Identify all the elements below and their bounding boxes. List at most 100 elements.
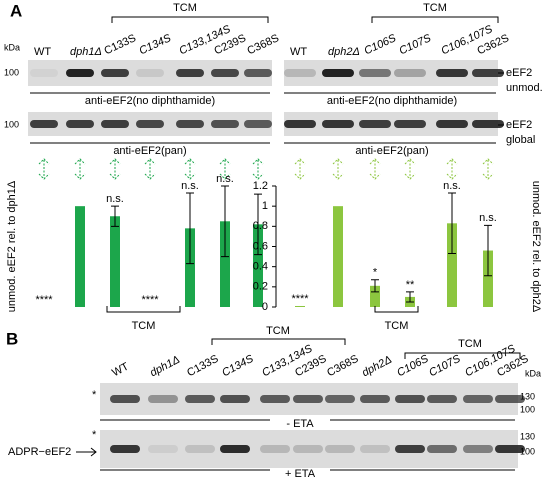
band bbox=[136, 69, 164, 77]
band bbox=[463, 395, 493, 403]
condition-label: + ETA bbox=[285, 468, 316, 480]
tcm-label: TCM bbox=[458, 338, 482, 350]
band bbox=[211, 69, 239, 77]
band bbox=[136, 120, 164, 128]
error-bar bbox=[371, 279, 379, 293]
antibody-label: anti-eEF2(pan) bbox=[113, 145, 186, 157]
lane-label: C107S bbox=[427, 353, 463, 380]
band bbox=[394, 69, 426, 77]
significance: **** bbox=[141, 294, 159, 306]
band bbox=[101, 120, 129, 128]
lane-label: C133S bbox=[102, 32, 138, 57]
arrow-deco bbox=[294, 158, 306, 180]
bar bbox=[333, 206, 343, 307]
error-bar bbox=[406, 291, 414, 303]
lane-label: C134S bbox=[137, 32, 173, 57]
error-bar bbox=[111, 205, 119, 227]
lane-label: dph2Δ bbox=[360, 354, 394, 380]
band bbox=[463, 445, 493, 453]
y-axis-label: unmod. eEF2 rel. to dph2Δ bbox=[530, 181, 542, 313]
band bbox=[260, 395, 290, 403]
band bbox=[427, 395, 457, 403]
bar bbox=[253, 224, 263, 307]
significance: n.s. bbox=[106, 193, 124, 205]
tcm-bracket bbox=[211, 338, 346, 345]
significance: n.s. bbox=[181, 180, 199, 192]
star: * bbox=[92, 429, 97, 441]
significance: * bbox=[373, 267, 378, 279]
band bbox=[30, 69, 58, 77]
significance: **** bbox=[35, 294, 53, 306]
panel-label: A bbox=[10, 1, 22, 20]
lane-label: C134S bbox=[220, 353, 256, 380]
bar bbox=[75, 206, 85, 307]
error-bar bbox=[484, 224, 492, 277]
arrow bbox=[76, 447, 97, 457]
lane-label: C106S bbox=[395, 353, 431, 380]
tcm-bracket bbox=[404, 352, 521, 359]
significance: **** bbox=[291, 293, 309, 305]
band bbox=[66, 69, 94, 77]
band bbox=[148, 445, 178, 453]
band bbox=[30, 120, 58, 128]
tcm-label: TCM bbox=[385, 320, 409, 332]
band bbox=[176, 69, 204, 77]
tcm-bracket bbox=[374, 306, 419, 313]
band bbox=[360, 445, 390, 453]
kda-label: kDa bbox=[525, 368, 541, 378]
lane-label: dph2Δ bbox=[328, 46, 360, 58]
arrow-deco bbox=[332, 158, 344, 180]
band-label: unmod. bbox=[506, 82, 543, 94]
band bbox=[427, 445, 457, 453]
band bbox=[322, 120, 354, 128]
significance: ** bbox=[406, 279, 415, 291]
lane-label: WT bbox=[34, 46, 51, 58]
tcm-label: TCM bbox=[132, 320, 156, 332]
bar bbox=[370, 285, 380, 307]
bar bbox=[220, 221, 230, 307]
band bbox=[495, 395, 525, 403]
significance: n.s. bbox=[443, 180, 461, 192]
arrow-deco bbox=[219, 158, 231, 180]
band bbox=[325, 445, 355, 453]
band bbox=[436, 69, 468, 77]
arrow-deco bbox=[74, 158, 86, 180]
marker: 100 bbox=[4, 67, 19, 77]
y-tick-label: 0 bbox=[262, 301, 268, 313]
band bbox=[66, 120, 94, 128]
marker: 100 bbox=[520, 446, 535, 456]
kda-label: kDa bbox=[4, 42, 20, 52]
band bbox=[176, 120, 204, 128]
band bbox=[260, 445, 290, 453]
band bbox=[185, 445, 215, 453]
band bbox=[359, 69, 391, 77]
tcm-label: TCM bbox=[266, 325, 290, 337]
arrow-deco bbox=[144, 158, 156, 180]
band bbox=[395, 395, 425, 403]
y-tick-label: 0.2 bbox=[253, 281, 268, 293]
lane-label: dph1Δ bbox=[148, 354, 182, 380]
bar bbox=[483, 250, 493, 307]
bar bbox=[295, 305, 305, 307]
panel-label: B bbox=[6, 329, 18, 348]
bar bbox=[447, 223, 457, 307]
y-tick-label: 1 bbox=[262, 200, 268, 212]
lane-label: C133S bbox=[185, 353, 220, 379]
band bbox=[360, 395, 390, 403]
band bbox=[110, 395, 140, 403]
y-axis-label: unmod. eEF2 rel. to dph1Δ bbox=[6, 180, 18, 312]
lane-label: C107S bbox=[397, 32, 433, 57]
antibody-label: anti-eEF2(no diphthamide) bbox=[327, 95, 457, 107]
band-label: eEF2 bbox=[506, 119, 532, 131]
band bbox=[284, 69, 316, 77]
arrow-deco bbox=[252, 158, 264, 180]
bar bbox=[185, 228, 195, 307]
arrow-deco bbox=[184, 158, 196, 180]
star: * bbox=[92, 389, 97, 401]
arrow-deco bbox=[369, 158, 381, 180]
band bbox=[472, 69, 504, 77]
y-tick-label: 0.8 bbox=[253, 220, 268, 232]
error-bar bbox=[448, 192, 456, 255]
band bbox=[220, 395, 250, 403]
